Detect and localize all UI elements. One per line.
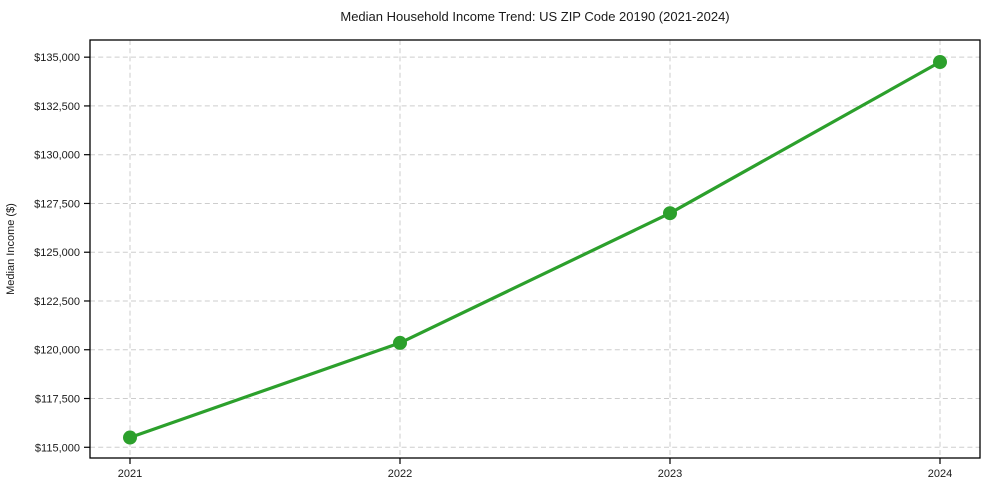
y-tick-label: $115,000: [35, 442, 80, 454]
axis-ticks: $115,000 $117,500 $120,000 $122,500 $125,000…: [34, 52, 952, 480]
gridlines: [90, 40, 980, 458]
y-tick-label: $132,500: [34, 101, 80, 113]
y-tick-label: $127,500: [34, 198, 80, 210]
line-series: [123, 55, 947, 445]
data-point-2021: [123, 430, 137, 445]
x-tick-label: 2022: [388, 468, 412, 480]
x-tick-label: 2021: [118, 468, 142, 480]
x-tick-label: 2024: [928, 468, 952, 480]
y-tick-label: $120,000: [34, 345, 80, 357]
chart-title: Median Household Income Trend: US ZIP Co…: [340, 9, 729, 24]
y-tick-label: $135,000: [34, 52, 80, 64]
x-tick-label: 2023: [658, 468, 682, 480]
y-tick-label: $117,500: [35, 394, 80, 406]
plot-border: [89, 39, 981, 459]
y-tick-label: $130,000: [34, 150, 80, 162]
data-point-2024: [933, 55, 947, 70]
data-point-2023: [663, 206, 677, 221]
data-point-2022: [393, 335, 407, 350]
y-tick-label: $125,000: [34, 247, 80, 259]
trend-line: [128, 60, 942, 440]
y-tick-label: $122,500: [34, 296, 80, 308]
y-axis-label: Median Income ($): [5, 203, 17, 295]
